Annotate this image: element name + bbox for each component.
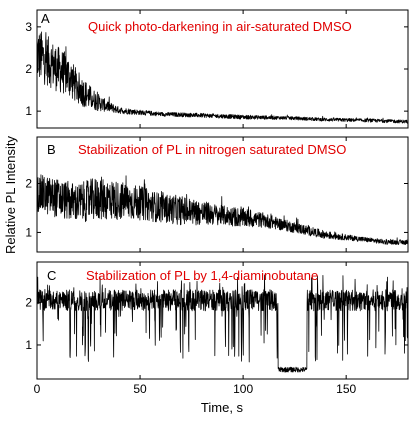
panel-c-annotation: Stabilization of PL by 1,4-diaminobutane (86, 268, 318, 283)
panel-b: 1 2 B Stabilization of PL in nitrogen sat… (25, 136, 409, 253)
x-tick-label: 0 (34, 382, 41, 396)
panel-a-trace (36, 31, 409, 124)
panel-a-letter: A (41, 11, 50, 26)
panel-b-x-axis (36, 137, 347, 252)
x-axis-label: Time, s (201, 400, 244, 415)
panel-c-y-tick-label: 1 (25, 338, 32, 352)
panel-a-y-axis: 1 2 3 (25, 20, 408, 118)
y-axis-label: Relative PL Intensity (3, 135, 18, 254)
panel-a-y-tick-label: 3 (25, 20, 32, 34)
x-tick-label: 100 (233, 382, 253, 396)
panel-a-x-axis (36, 10, 347, 128)
panel-c-y-tick-label: 2 (25, 295, 32, 309)
panel-b-y-tick-label: 1 (25, 225, 32, 239)
panel-c-x-axis: 0 50 100 150 (34, 262, 356, 396)
panel-b-trace (36, 174, 409, 246)
panel-b-annotation: Stabilization of PL in nitrogen saturate… (78, 142, 346, 157)
panel-c-letter: C (47, 268, 56, 283)
panel-b-letter: B (47, 142, 56, 157)
panel-a-annotation: Quick photo-darkening in air-saturated D… (88, 19, 352, 34)
x-tick-label: 150 (336, 382, 356, 396)
panel-c: 1 2 0 50 100 150 C Stabilization of PL by 1,… (25, 261, 409, 396)
panel-a-y-tick-label: 1 (25, 104, 32, 118)
panel-a-y-tick-label: 2 (25, 62, 32, 76)
panel-b-frame (36, 136, 409, 253)
x-tick-label: 50 (133, 382, 147, 396)
panel-b-y-tick-label: 2 (25, 176, 32, 190)
panel-c-trace (36, 274, 409, 373)
panel-a: 1 2 3 A Quick photo-darkening in air-satur… (25, 9, 409, 129)
